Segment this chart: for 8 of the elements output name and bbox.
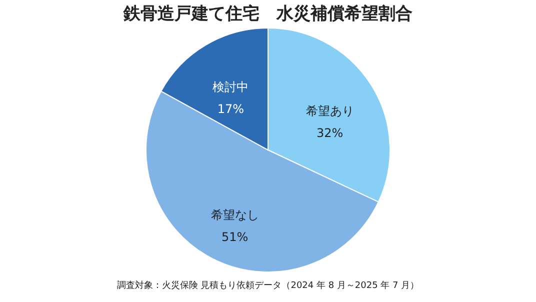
data-label: 51% [221, 230, 248, 244]
slice-label: 検討中 [212, 80, 249, 94]
data-label: 32% [316, 126, 344, 140]
slice-label: 希望あり [306, 104, 354, 118]
chart-title: 鉄骨造戸建て住宅 水災補償希望割合 [122, 4, 412, 24]
slice-label: 希望なし [210, 208, 259, 222]
data-label: 17% [217, 102, 244, 116]
text: 調査対象：火災保険 見積もり依頼データ（2024 年 8 月～2025 年 7 月） [116, 280, 420, 291]
